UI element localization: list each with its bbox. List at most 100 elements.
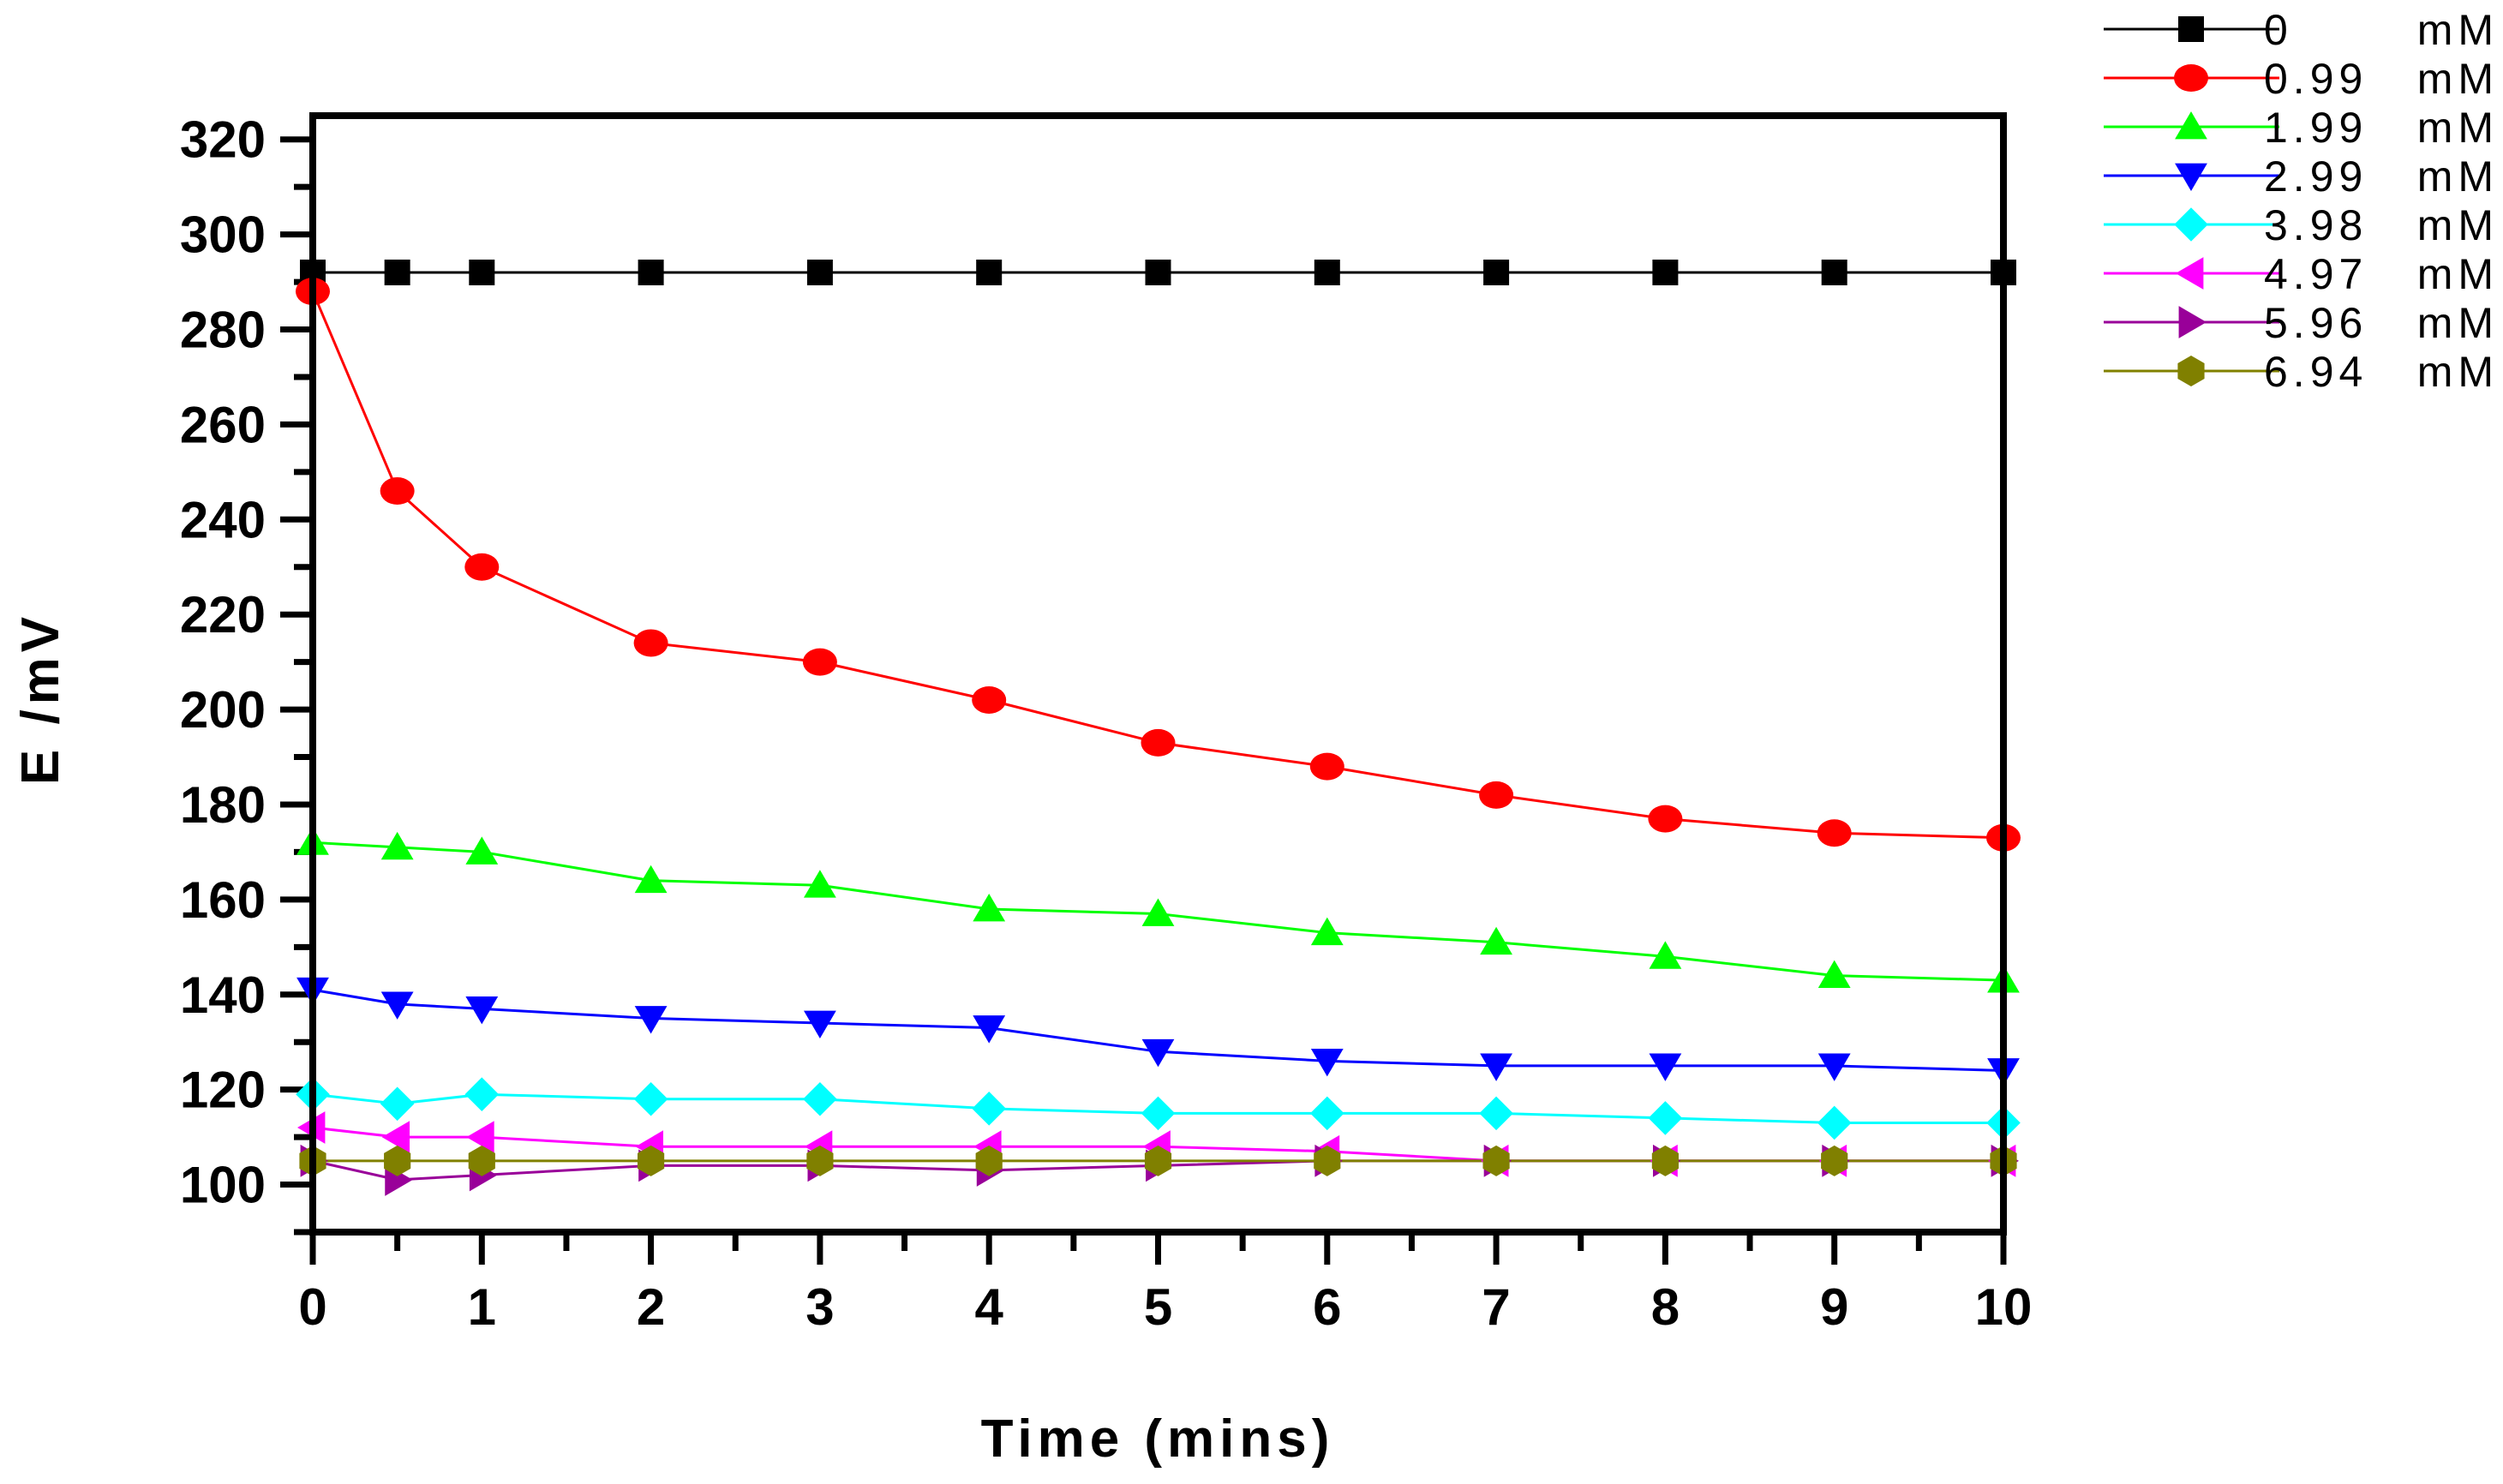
data-point bbox=[973, 1015, 1006, 1044]
data-point bbox=[1648, 805, 1683, 833]
series-line-3 bbox=[312, 988, 2004, 1072]
legend-marker bbox=[2178, 16, 2204, 42]
data-point bbox=[804, 870, 836, 898]
data-point bbox=[1649, 941, 1682, 969]
x-tick-label: 3 bbox=[805, 1278, 834, 1336]
data-point bbox=[638, 259, 664, 285]
x-tick-label: 9 bbox=[1820, 1278, 1848, 1336]
data-point bbox=[1310, 1096, 1344, 1131]
data-point bbox=[468, 1145, 495, 1176]
legend-unit: mM bbox=[2417, 201, 2499, 249]
legend-entry: 0 mM bbox=[2104, 6, 2494, 54]
legend-marker bbox=[2176, 257, 2204, 290]
data-point bbox=[1483, 259, 1510, 285]
y-tick-label: 180 bbox=[180, 776, 266, 834]
legend-value: 6.94 bbox=[2264, 348, 2368, 396]
data-point bbox=[806, 1145, 834, 1176]
legend-unit: mM bbox=[2417, 55, 2499, 103]
legend-value: 0.99 bbox=[2264, 55, 2368, 103]
x-axis-title: Time (mins) bbox=[981, 1409, 1335, 1469]
data-point bbox=[638, 1145, 665, 1176]
y-tick-label: 120 bbox=[180, 1062, 266, 1119]
data-point bbox=[384, 1145, 411, 1176]
data-point bbox=[380, 1086, 415, 1122]
data-point bbox=[976, 259, 1003, 285]
data-point bbox=[1310, 1048, 1344, 1077]
data-point bbox=[464, 553, 500, 581]
data-point bbox=[633, 1081, 668, 1116]
data-point bbox=[381, 1121, 410, 1154]
data-point bbox=[466, 1121, 494, 1154]
data-point bbox=[1309, 752, 1344, 781]
x-tick-label: 2 bbox=[637, 1278, 665, 1336]
legend-marker bbox=[2175, 163, 2207, 191]
x-tick-label: 4 bbox=[975, 1278, 1004, 1336]
data-point bbox=[1480, 1053, 1512, 1081]
legend-entry: 3.98 mM bbox=[2104, 201, 2499, 249]
legend-entry: 5.96 mM bbox=[2104, 299, 2499, 347]
data-point bbox=[469, 259, 495, 285]
legend-value: 1.99 bbox=[2264, 104, 2368, 152]
data-point bbox=[1651, 1145, 1679, 1176]
y-tick-label: 300 bbox=[180, 206, 266, 264]
data-point bbox=[380, 991, 414, 1020]
plot-frame bbox=[309, 112, 2007, 1236]
data-point bbox=[465, 996, 499, 1025]
legend-entry: 6.94 mM bbox=[2104, 348, 2499, 396]
data-point bbox=[1648, 1101, 1683, 1135]
data-point bbox=[1314, 1145, 1341, 1176]
data-point bbox=[634, 1006, 668, 1034]
y-axis-title: E /mV bbox=[11, 612, 70, 785]
y-tick-label: 140 bbox=[180, 966, 266, 1024]
legend-entry: 4.97 mM bbox=[2104, 250, 2499, 298]
data-point bbox=[1817, 819, 1852, 847]
legend: 0 mM0.99 mM1.99 mM2.99 mM3.98 mM4.97 mM5.96 mM6… bbox=[2104, 6, 2499, 396]
legend-marker bbox=[2175, 111, 2207, 140]
legend-entry: 2.99 mM bbox=[2104, 153, 2494, 200]
legend-unit: mM bbox=[2417, 250, 2499, 298]
data-point bbox=[973, 893, 1006, 922]
data-point bbox=[465, 836, 499, 865]
data-point bbox=[802, 648, 837, 676]
y-tick-label: 160 bbox=[180, 871, 266, 929]
series-line-1 bbox=[311, 290, 2004, 840]
data-point bbox=[1480, 926, 1512, 955]
legend-entry: 1.99 mM bbox=[2104, 104, 2494, 152]
legend-marker bbox=[2174, 64, 2208, 92]
x-tick-label: 0 bbox=[298, 1278, 326, 1336]
x-tick-label: 7 bbox=[1482, 1278, 1510, 1336]
data-point bbox=[1479, 1096, 1513, 1131]
series-line-2 bbox=[312, 841, 2004, 982]
data-point bbox=[806, 259, 833, 285]
data-point bbox=[1817, 960, 1851, 988]
series-lines bbox=[311, 271, 2004, 1182]
x-tick-label: 5 bbox=[1144, 1278, 1172, 1336]
x-tick-label: 10 bbox=[1975, 1278, 2033, 1336]
data-point bbox=[1652, 259, 1679, 285]
legend-entry: 0.99 mM bbox=[2104, 55, 2499, 103]
data-point bbox=[380, 831, 414, 860]
data-point bbox=[972, 685, 1007, 714]
data-point bbox=[1817, 1105, 1852, 1140]
legend-unit: mM bbox=[2417, 348, 2499, 396]
data-point bbox=[975, 1145, 1003, 1176]
y-tick-label: 280 bbox=[180, 302, 266, 359]
data-point bbox=[1817, 1053, 1851, 1081]
legend-value: 5.96 bbox=[2264, 299, 2368, 347]
x-tick-label: 1 bbox=[468, 1278, 496, 1336]
data-point bbox=[1821, 1145, 1848, 1176]
data-point bbox=[1141, 1096, 1176, 1131]
legend-unit: mM bbox=[2417, 299, 2499, 347]
data-point bbox=[804, 1010, 836, 1039]
legend-value: 2.99 bbox=[2264, 153, 2368, 200]
data-point bbox=[803, 1081, 837, 1116]
y-tick-label: 220 bbox=[180, 586, 266, 643]
data-point bbox=[1310, 917, 1344, 946]
data-point bbox=[972, 1092, 1006, 1126]
x-tick-label: 8 bbox=[1651, 1278, 1680, 1336]
legend-marker bbox=[2178, 306, 2207, 338]
data-point bbox=[1141, 898, 1175, 926]
data-point bbox=[633, 629, 668, 657]
data-point bbox=[1314, 259, 1340, 285]
